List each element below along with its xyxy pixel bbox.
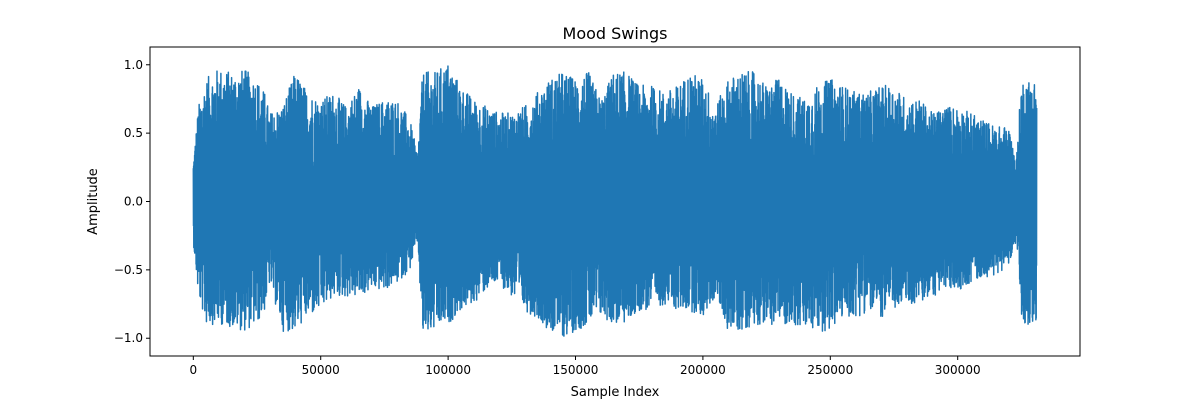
plot-area [149, 46, 1081, 357]
x-tick-label: 50000 [302, 363, 340, 377]
x-tick-label: 150000 [553, 363, 599, 377]
x-axis: 0 50000 100000 150000 200000 250000 300000 [189, 356, 981, 377]
y-axis: −1.0 −0.5 0.0 0.5 1.0 [114, 58, 150, 345]
y-tick-label: 0.0 [124, 195, 143, 209]
x-axis-title: Sample Index [571, 385, 660, 400]
x-tick-label: 250000 [807, 363, 853, 377]
y-tick-label: −1.0 [114, 331, 143, 345]
x-tick-label: 200000 [680, 363, 726, 377]
x-tick-label: 0 [189, 363, 197, 377]
series-layer [192, 65, 1038, 337]
chart-title: Mood Swings [563, 24, 668, 43]
y-tick-label: 0.5 [124, 126, 143, 140]
y-tick-label: 1.0 [124, 58, 143, 72]
y-axis-title: Amplitude [86, 168, 101, 235]
x-tick-label: 300000 [935, 363, 981, 377]
waveform-line [192, 65, 1038, 337]
x-tick-label: 100000 [425, 363, 471, 377]
y-tick-label: −0.5 [114, 263, 143, 277]
